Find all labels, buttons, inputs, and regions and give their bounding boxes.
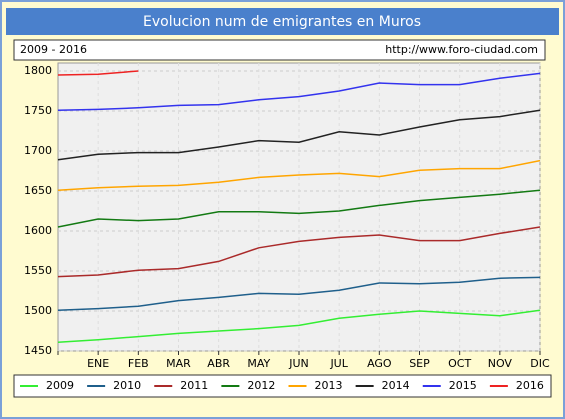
- series-line: [57, 70, 139, 76]
- y-tick-label: 1450: [24, 344, 52, 357]
- legend-label: 2013: [315, 379, 343, 392]
- subtitle: 2009 - 2016: [20, 43, 87, 56]
- y-tick-label: 1650: [24, 184, 52, 197]
- y-tick-label: 1700: [24, 144, 52, 157]
- legend-label: 2016: [516, 379, 544, 392]
- series-line: [57, 72, 541, 111]
- y-tick-label: 1800: [24, 64, 52, 77]
- header-box: [13, 39, 546, 61]
- x-tick-label: JUN: [288, 357, 309, 370]
- y-tick-label: 1600: [24, 224, 52, 237]
- x-tick-label: JUL: [329, 357, 348, 370]
- legend-box: [13, 374, 552, 398]
- x-tick-label: NOV: [488, 357, 513, 370]
- legend-label: 2012: [247, 379, 275, 392]
- y-tick-label: 1550: [24, 264, 52, 277]
- legend-label: 2014: [382, 379, 410, 392]
- series-line: [57, 109, 541, 161]
- x-tick-label: OCT: [448, 357, 471, 370]
- series-line: [57, 189, 541, 228]
- x-tick-label: ENE: [87, 357, 109, 370]
- x-tick-label: FEB: [128, 357, 149, 370]
- chart-title: Evolucion num de emigrantes en Muros: [143, 14, 421, 30]
- x-tick-label: ABR: [207, 357, 230, 370]
- source: http://www.foro-ciudad.com: [385, 43, 538, 56]
- y-tick-label: 1500: [24, 304, 52, 317]
- series-line: [57, 309, 541, 343]
- title-bar: [6, 8, 559, 35]
- x-tick-label: DIC: [530, 357, 550, 370]
- legend-label: 2011: [180, 379, 208, 392]
- x-tick-label: AGO: [367, 357, 392, 370]
- legend-label: 2009: [46, 379, 74, 392]
- y-tick-label: 1750: [24, 104, 52, 117]
- legend-label: 2010: [113, 379, 141, 392]
- series-line: [57, 159, 541, 191]
- x-tick-label: MAR: [166, 357, 191, 370]
- x-tick-label: SEP: [409, 357, 430, 370]
- legend-label: 2015: [449, 379, 477, 392]
- series-line: [57, 276, 541, 311]
- series-line: [57, 226, 541, 278]
- x-tick-label: MAY: [247, 357, 270, 370]
